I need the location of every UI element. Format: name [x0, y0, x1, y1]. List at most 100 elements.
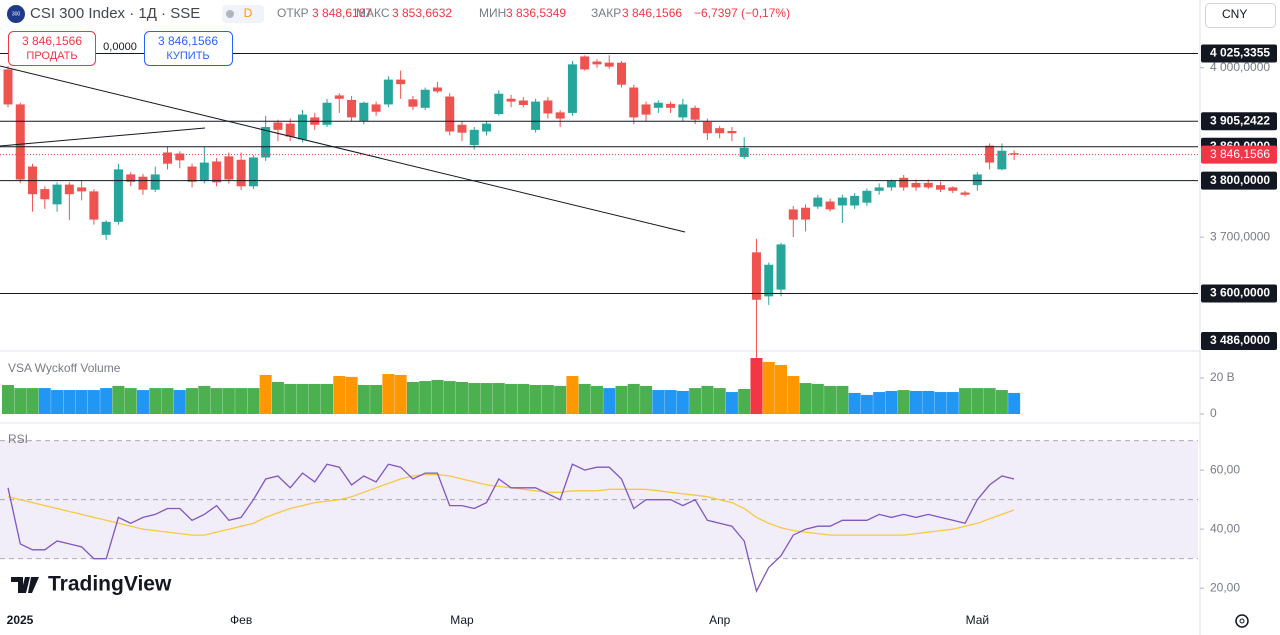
y-tick-label: 3 700,0000 — [1210, 229, 1270, 243]
volume-bar — [333, 376, 346, 414]
level-label: 3 905,2422 — [1210, 113, 1270, 127]
y-tick-label: 20,00 — [1210, 580, 1240, 594]
candle-body — [751, 252, 761, 300]
settings-icon[interactable] — [1235, 614, 1249, 628]
candle-body — [40, 189, 50, 200]
candle-body — [862, 190, 872, 203]
volume-bar — [382, 374, 395, 414]
level-label: 3 600,0000 — [1210, 286, 1270, 300]
volume-bar — [284, 383, 297, 414]
symbol-title[interactable]: CSI 300 Index · 1Д · SSE — [30, 5, 200, 22]
volume-bar — [922, 390, 935, 414]
volume-bar — [799, 383, 812, 414]
candle-body — [322, 102, 332, 125]
ohlc-value: 3 836,5349 — [506, 6, 566, 20]
candle-body — [801, 207, 811, 220]
x-tick-label: 2025 — [7, 613, 34, 627]
candle-body — [113, 169, 123, 222]
y-tick-label: 4 000,0000 — [1210, 60, 1270, 74]
rsi-title: RSI — [8, 432, 28, 446]
volume-bar — [112, 385, 125, 414]
candle-body — [420, 89, 430, 108]
candle-body — [334, 95, 344, 99]
sell-price: 3 846,1566 — [22, 34, 82, 48]
ohlc-label: МАКС — [356, 6, 390, 20]
volume-bar — [983, 388, 996, 414]
candle-body — [690, 107, 700, 120]
candle-body — [432, 87, 442, 92]
volume-bar — [455, 381, 468, 414]
symbol-logo — [7, 5, 25, 23]
candle-body — [126, 174, 136, 182]
volume-bar — [529, 385, 542, 414]
volume-bar — [14, 388, 27, 414]
candle-body — [248, 157, 258, 187]
volume-bar — [725, 392, 738, 414]
currency: CNY — [1222, 7, 1247, 21]
volume-bar — [345, 376, 358, 414]
candle-body — [948, 187, 958, 191]
volume-bar — [897, 390, 910, 414]
candle-body — [567, 64, 577, 113]
volume-bar — [173, 390, 186, 414]
candle-body — [960, 192, 970, 195]
volume-bar — [100, 388, 113, 414]
ohlc-label: ЗАКР — [591, 6, 621, 20]
low-box — [1201, 332, 1277, 350]
candle-body — [163, 152, 173, 164]
volume-bar — [149, 388, 162, 414]
volume-bar — [210, 388, 223, 414]
candle-body — [764, 264, 774, 297]
sell-button[interactable] — [8, 31, 96, 66]
sell-label: ПРОДАТЬ — [26, 50, 77, 62]
volume-bar — [738, 388, 751, 414]
candle-body — [1009, 153, 1019, 155]
plot-layer: 4 000,0000 3 700,0000 2025 Фев Мар Апр Май 20 B… — [0, 55, 1270, 627]
candle-body — [396, 79, 406, 85]
brand-name: TradingView — [48, 573, 172, 596]
volume-bar — [87, 390, 100, 414]
candle-body — [224, 156, 234, 180]
candle-body — [825, 201, 835, 210]
buy-button[interactable] — [144, 31, 233, 66]
candle-body — [15, 104, 25, 180]
volume-bar — [198, 385, 211, 414]
candle-body — [727, 130, 737, 134]
candle-body — [776, 244, 786, 290]
volume-bar — [505, 383, 518, 414]
candle-body — [175, 153, 185, 161]
candle-body — [89, 191, 99, 220]
candle-body — [273, 122, 283, 130]
volume-bar — [492, 383, 505, 414]
candle-body — [236, 159, 246, 187]
candle-body — [138, 176, 148, 190]
volume-bar — [824, 385, 837, 414]
candle-body — [936, 185, 946, 190]
candle-body — [101, 221, 111, 235]
y-tick-label: 0 — [1210, 406, 1217, 420]
y-tick-label: 40,00 — [1210, 521, 1240, 535]
volume-bar — [517, 383, 530, 414]
volume-bar — [443, 381, 456, 414]
volume-bar — [75, 390, 88, 414]
volume-bar — [873, 392, 886, 414]
volume-bar — [775, 365, 788, 414]
volume-bar — [652, 390, 665, 414]
badge-bg — [222, 5, 264, 23]
candle-body — [518, 100, 528, 105]
volume-bar — [259, 374, 272, 414]
candle-body — [543, 100, 553, 114]
candle-body — [813, 197, 823, 207]
volume-bar — [468, 383, 481, 414]
candle-body — [212, 161, 222, 183]
y-tick-label: 60,00 — [1210, 462, 1240, 476]
volume-bar — [394, 374, 407, 414]
level-box — [1201, 112, 1277, 131]
currency-button[interactable] — [1205, 3, 1276, 28]
x-tick-label: Мар — [450, 613, 474, 627]
candle-body — [494, 93, 504, 115]
volume-bar — [431, 379, 444, 414]
candle-body — [199, 162, 209, 181]
candle-body — [997, 150, 1007, 170]
